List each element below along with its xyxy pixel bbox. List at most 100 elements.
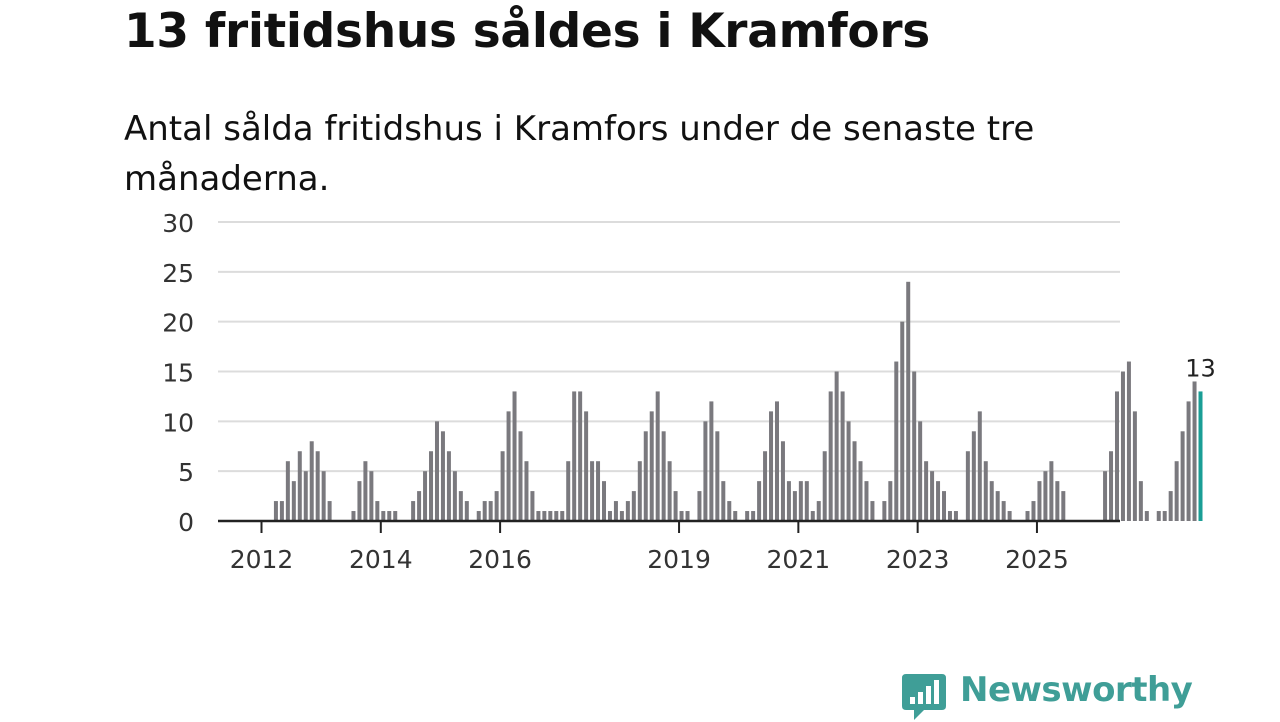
bar-150	[1156, 511, 1161, 521]
y-tick-label-5: 5	[178, 458, 194, 487]
x-axis: 2012 2014 2016 2019 2021 2023 2025	[218, 519, 1120, 574]
bar-152	[1168, 491, 1173, 521]
bar-22	[393, 511, 398, 521]
bar-38	[488, 501, 493, 521]
bar-102	[870, 501, 875, 521]
bar-34	[464, 501, 469, 521]
bar-61	[625, 501, 630, 521]
bar-41	[506, 411, 511, 521]
y-tick-label-20: 20	[162, 309, 194, 338]
chart-title: 13 fritidshus såldes i Kramfors	[124, 4, 930, 59]
bar-95	[828, 391, 833, 521]
bar-37	[482, 501, 487, 521]
y-tick-label-10: 10	[162, 408, 194, 437]
bar-51	[566, 461, 571, 521]
y-axis-labels: 0 5 10 15 20 25 30	[162, 209, 194, 537]
x-tick-label-2014: 2014	[349, 545, 413, 574]
grid-lines	[218, 221, 1120, 473]
bar-116	[953, 511, 958, 521]
bar-120	[977, 411, 982, 521]
bar-101	[864, 481, 869, 521]
bar-15	[351, 511, 356, 521]
bar-79	[733, 511, 738, 521]
bar-66	[655, 391, 660, 521]
bar-108	[906, 281, 911, 521]
bar-4	[285, 461, 290, 521]
bar-91	[804, 481, 809, 521]
bar-123	[995, 491, 1000, 521]
bar-60	[619, 511, 624, 521]
bar-129	[1031, 501, 1036, 521]
bar-76	[715, 431, 720, 521]
bar-9	[315, 451, 320, 521]
x-tick-label-2016: 2016	[468, 545, 532, 574]
bar-124	[1001, 501, 1006, 521]
bar-52	[572, 391, 577, 521]
bar-65	[649, 411, 654, 521]
bar-155	[1186, 401, 1191, 521]
bar-28	[429, 451, 434, 521]
bar-29	[434, 421, 439, 521]
bar-69	[673, 491, 678, 521]
bar-100	[858, 461, 863, 521]
bar-39	[494, 491, 499, 521]
bar-48	[548, 511, 553, 521]
bar-7	[303, 471, 308, 521]
y-tick-label-30: 30	[162, 209, 194, 238]
bar-42	[512, 391, 517, 521]
bar-99	[852, 441, 857, 521]
bar-146	[1132, 411, 1137, 521]
bar-143	[1114, 391, 1119, 521]
bar-21	[387, 511, 392, 521]
bar-6	[297, 451, 302, 521]
bar-70	[679, 511, 684, 521]
x-tick-label-2023: 2023	[886, 545, 950, 574]
bar-96	[834, 371, 839, 521]
bar-64	[643, 431, 648, 521]
bar-114	[942, 491, 947, 521]
bar-67	[661, 431, 666, 521]
bar-33	[458, 491, 463, 521]
bar-85	[769, 411, 774, 521]
bar-series	[273, 281, 1203, 521]
bar-10	[321, 471, 326, 521]
y-tick-label-15: 15	[162, 359, 194, 388]
bar-56	[596, 461, 601, 521]
x-tick-label-2021: 2021	[767, 545, 831, 574]
bar-19	[375, 501, 380, 521]
bar-111	[924, 461, 929, 521]
bar-54	[584, 411, 589, 521]
newsworthy-logo-icon	[902, 674, 946, 720]
bar-148	[1144, 511, 1149, 521]
bar-107	[900, 321, 905, 521]
bar-78	[727, 501, 732, 521]
bar-131	[1043, 471, 1048, 521]
bar-62	[631, 491, 636, 521]
bar-36	[476, 511, 481, 521]
bar-105	[888, 481, 893, 521]
bar-74	[703, 421, 708, 521]
bar-43	[518, 431, 523, 521]
bar-59	[613, 501, 618, 521]
bar-113	[936, 481, 941, 521]
bar-88	[786, 481, 791, 521]
bar-134	[1061, 491, 1066, 521]
bar-154	[1180, 431, 1185, 521]
bar-75	[709, 401, 714, 521]
bar-47	[542, 511, 547, 521]
bar-94	[822, 451, 827, 521]
bar-153	[1174, 461, 1179, 521]
bar-90	[798, 481, 803, 521]
bar-53	[578, 391, 583, 521]
bar-156	[1192, 381, 1197, 521]
annotations: 13	[1185, 354, 1216, 382]
bar-71	[685, 511, 690, 521]
bar-128	[1025, 511, 1030, 521]
newsworthy-logo-text: Newsworthy	[960, 670, 1193, 710]
bar-18	[369, 471, 374, 521]
x-tick-label-2012: 2012	[230, 545, 294, 574]
bar-144	[1120, 371, 1125, 521]
bar-27	[423, 471, 428, 521]
bar-87	[780, 441, 785, 521]
